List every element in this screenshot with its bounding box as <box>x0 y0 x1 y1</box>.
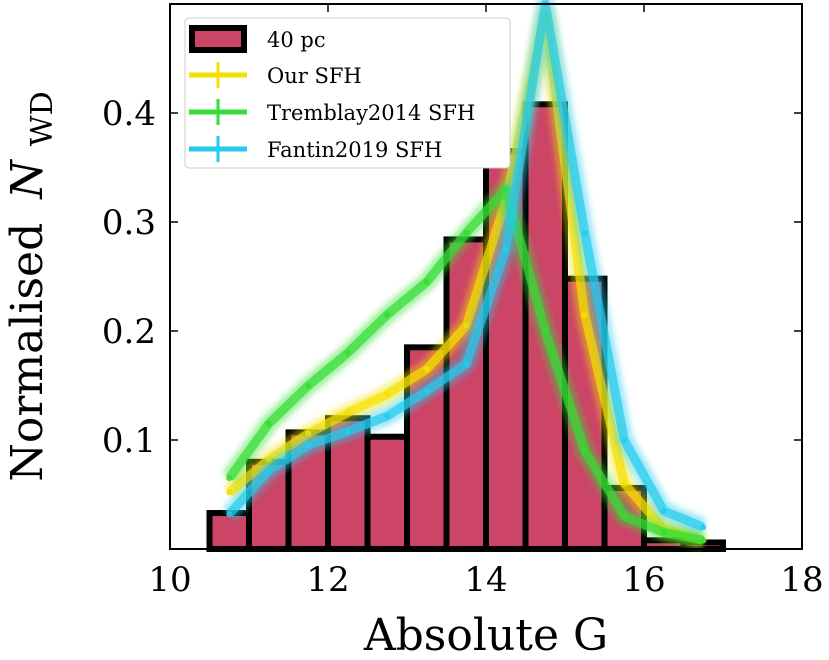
series-point-tremblay2014-sfh <box>542 328 549 334</box>
legend-label-fantin2019-sfh: Fantin2019 SFH <box>267 138 442 162</box>
y-tick-label: 0.2 <box>102 312 156 352</box>
series-point-fantin2019-sfh <box>463 360 470 367</box>
model-lines <box>222 0 707 550</box>
series-point-our-sfh <box>226 489 233 496</box>
legend-series-entries: Our SFH Tremblay2014 SFH Fantin2019 SFH <box>189 62 475 162</box>
y-tick-label: 0.1 <box>102 421 156 461</box>
y-tick-label: 0.3 <box>102 203 156 243</box>
series-point-fantin2019-sfh <box>265 467 272 474</box>
series-point-tremblay2014-sfh <box>344 349 351 356</box>
series-point-tremblay2014-sfh <box>226 475 233 482</box>
x-tick-label: 10 <box>148 560 191 600</box>
series-point-our-sfh <box>463 322 470 329</box>
series-point-tremblay2014-sfh <box>384 311 391 318</box>
series-point-tremblay2014-sfh <box>621 513 628 520</box>
series-point-our-sfh <box>384 391 391 398</box>
legend-label-tremblay2014-sfh: Tremblay2014 SFH <box>267 101 475 125</box>
legend-swatch-40pc <box>189 25 247 53</box>
x-axis-label: Absolute G <box>363 610 608 660</box>
x-tick-label: 18 <box>780 560 823 600</box>
series-point-tremblay2014-sfh <box>581 447 588 454</box>
series-point-fantin2019-sfh <box>384 413 391 420</box>
series-point-fantin2019-sfh <box>581 229 588 236</box>
y-axis-label-text: Normalised <box>2 223 53 482</box>
series-point-fantin2019-sfh <box>423 387 430 394</box>
legend-label-40pc: 40 pc <box>267 28 326 52</box>
series-point-fantin2019-sfh <box>305 442 312 449</box>
series-point-fantin2019-sfh <box>344 428 351 435</box>
series-point-our-sfh <box>423 366 430 373</box>
histogram-bar <box>364 433 410 553</box>
y-tick-label: 0.4 <box>102 94 156 134</box>
axis-ticks: 10 12 14 16 18 0.1 0.2 0.3 0.4 <box>102 4 824 600</box>
series-point-fantin2019-sfh <box>660 507 667 514</box>
legend: 40 pc Our SFH Tremblay2014 SFH Fantin2019 … <box>184 17 511 169</box>
series-point-fantin2019-sfh <box>621 437 628 443</box>
series-point-fantin2019-sfh <box>226 511 233 518</box>
series-point-our-sfh <box>344 409 351 416</box>
series-point-tremblay2014-sfh <box>463 229 470 236</box>
legend-box <box>184 17 511 169</box>
series-point-fantin2019-sfh <box>502 246 509 253</box>
histogram-bar <box>206 510 252 553</box>
series-point-fantin2019-sfh <box>700 524 707 531</box>
series-point-tremblay2014-sfh <box>660 529 667 536</box>
series-point-tremblay2014-sfh <box>305 382 312 389</box>
series-point-tremblay2014-sfh <box>423 278 430 285</box>
x-tick-label: 14 <box>464 560 507 600</box>
series-point-tremblay2014-sfh <box>265 420 272 427</box>
series-point-our-sfh <box>581 311 588 318</box>
x-tick-label: 16 <box>622 560 665 600</box>
y-axis-label: Normalised N WD <box>2 91 60 481</box>
series-point-our-sfh <box>305 430 312 437</box>
series-point-our-sfh <box>621 480 628 487</box>
legend-label-our-sfh: Our SFH <box>267 64 362 88</box>
series-point-tremblay2014-sfh <box>700 537 707 544</box>
x-tick-label: 12 <box>306 560 349 600</box>
y-axis-label-subscript: WD <box>25 91 60 146</box>
y-axis-label-symbol: N <box>2 159 53 200</box>
